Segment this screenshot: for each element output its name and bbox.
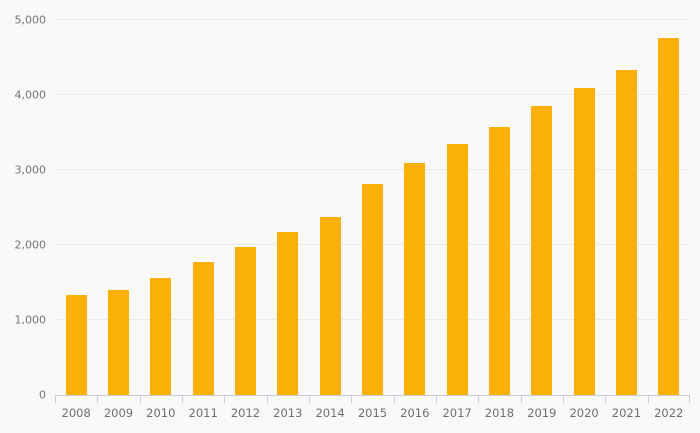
x-tick-label-2019: 2019 bbox=[527, 406, 557, 420]
y-axis: 0 1,000 2,000 3,000 4,000 5,000 bbox=[0, 15, 47, 401]
x-tick-label-2011: 2011 bbox=[188, 406, 218, 420]
bar-2012 bbox=[234, 246, 256, 395]
axis-tick-mark bbox=[563, 396, 564, 403]
y-tick-label-5000: 5,000 bbox=[14, 13, 47, 27]
bar-2009 bbox=[107, 290, 129, 395]
bar-2020 bbox=[573, 88, 595, 395]
bar-2008 bbox=[65, 295, 87, 395]
x-tick-label-2008: 2008 bbox=[61, 406, 91, 420]
bar-2015 bbox=[361, 183, 383, 395]
x-tick-label-2021: 2021 bbox=[611, 406, 642, 420]
axis-tick-mark bbox=[97, 396, 99, 403]
bar-slot-2009 bbox=[97, 20, 139, 395]
axis-tick-mark bbox=[182, 396, 183, 403]
x-tick-label-2013: 2013 bbox=[273, 406, 303, 420]
x-tick-label-2014: 2014 bbox=[315, 406, 345, 420]
x-axis: 2008 2009 2010 2011 2012 2013 2014 2015 2016 2017… bbox=[55, 399, 690, 420]
bar-slot-2010 bbox=[140, 20, 182, 395]
bar-2010 bbox=[150, 278, 172, 395]
bar-2019 bbox=[531, 105, 553, 395]
x-tick-label-2009: 2009 bbox=[103, 406, 134, 420]
x-tick-label-2010: 2010 bbox=[146, 406, 176, 420]
bar-2013 bbox=[277, 231, 299, 395]
bar-slot-2014 bbox=[309, 20, 351, 395]
bar-slot-2015 bbox=[351, 20, 393, 395]
x-tick-label-2022: 2022 bbox=[654, 406, 684, 420]
bar-slot-2022 bbox=[648, 20, 690, 395]
axis-tick-mark bbox=[436, 396, 437, 403]
y-tick-label-1000: 1,000 bbox=[14, 313, 47, 327]
bar-2021 bbox=[615, 69, 637, 395]
bar-series bbox=[55, 20, 690, 395]
axis-tick-mark bbox=[647, 396, 649, 403]
plot-area bbox=[55, 19, 690, 403]
bar-slot-2017 bbox=[436, 20, 478, 395]
bar-slot-2016 bbox=[394, 20, 436, 395]
bar-2018 bbox=[488, 126, 510, 395]
x-tick-label-2020: 2020 bbox=[569, 406, 599, 420]
bar-slot-2008 bbox=[55, 20, 97, 395]
gridline-5000 bbox=[55, 19, 690, 20]
axis-tick-mark bbox=[309, 396, 310, 403]
bar-slot-2012 bbox=[224, 20, 266, 395]
bar-slot-2013 bbox=[267, 20, 309, 395]
y-tick-label-0: 0 bbox=[39, 388, 46, 402]
bar-slot-2019 bbox=[521, 20, 563, 395]
bar-2011 bbox=[192, 261, 214, 395]
bar-slot-2021 bbox=[605, 20, 647, 395]
bar-slot-2020 bbox=[563, 20, 605, 395]
axis-tick-mark bbox=[605, 396, 607, 403]
x-tick-label-2012: 2012 bbox=[230, 406, 261, 420]
axis-tick-mark bbox=[224, 396, 226, 403]
bar-2022 bbox=[658, 38, 680, 395]
x-tick-label-2015: 2015 bbox=[357, 406, 388, 420]
axis-tick-mark bbox=[520, 396, 522, 403]
y-tick-label-4000: 4,000 bbox=[14, 88, 47, 102]
x-tick-label-2018: 2018 bbox=[484, 406, 515, 420]
y-tick-label-3000: 3,000 bbox=[14, 163, 47, 177]
bar-2017 bbox=[446, 143, 468, 395]
bar-slot-2018 bbox=[478, 20, 520, 395]
bar-slot-2011 bbox=[182, 20, 224, 395]
axis-tick-mark bbox=[689, 396, 690, 403]
x-tick-label-2016: 2016 bbox=[400, 406, 430, 420]
x-tick-label-2017: 2017 bbox=[442, 406, 472, 420]
axis-tick-mark bbox=[139, 396, 141, 403]
gridline-4000 bbox=[55, 94, 690, 95]
y-tick-label-2000: 2,000 bbox=[14, 238, 47, 252]
axis-tick-mark bbox=[351, 396, 353, 403]
axis-tick-mark bbox=[478, 396, 480, 403]
axis-tick-mark bbox=[266, 396, 268, 403]
bar-2014 bbox=[319, 217, 341, 395]
axis-tick-mark bbox=[55, 396, 56, 403]
bar-2016 bbox=[404, 162, 426, 395]
axis-tick-mark bbox=[393, 396, 395, 403]
gridline-3000 bbox=[55, 169, 690, 170]
